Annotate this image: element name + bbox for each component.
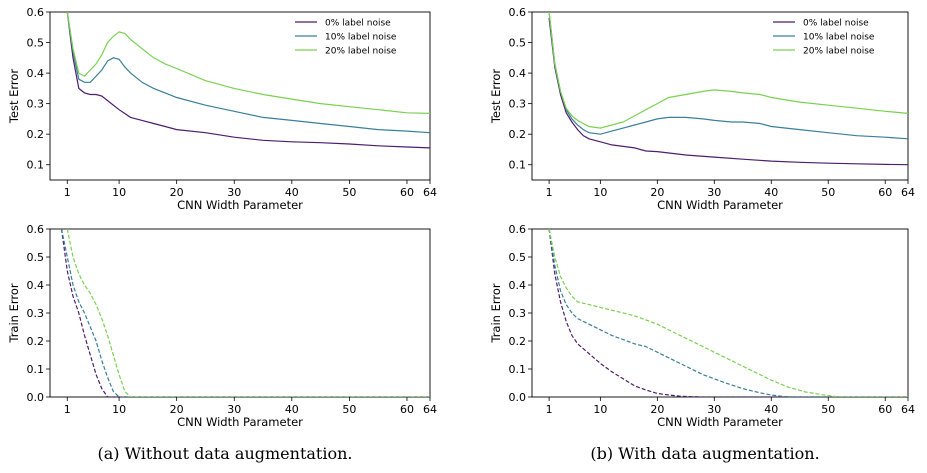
- y-tick-label: 0.4: [509, 67, 527, 80]
- x-tick-label: 20: [170, 186, 184, 199]
- y-axis-label: Train Error: [489, 283, 503, 344]
- x-tick-label: 1: [546, 186, 553, 199]
- y-tick-label: 0.6: [509, 6, 527, 19]
- y-tick-label: 0.1: [509, 159, 527, 172]
- x-tick-label: 10: [112, 403, 126, 416]
- x-tick-label: 1: [64, 186, 71, 199]
- y-tick-label: 0.3: [27, 307, 45, 320]
- series-line-noise-0: [66, 12, 430, 149]
- y-tick-label: 0.4: [509, 279, 527, 292]
- legend-label-noise-20: 20% label noise: [325, 47, 397, 57]
- series-line-noise-20: [66, 12, 430, 114]
- x-tick-label: 50: [342, 186, 356, 199]
- caption-a: (a) Without data augmentation.: [98, 444, 353, 463]
- x-axis-label: CNN Width Parameter: [177, 198, 303, 212]
- x-tick-label: 30: [227, 403, 241, 416]
- x-tick-label: 30: [707, 186, 721, 199]
- x-tick-label: 64: [901, 186, 915, 199]
- y-tick-label: 0.6: [27, 223, 45, 236]
- x-tick-label: 60: [878, 186, 892, 199]
- y-tick-label: 0.5: [27, 37, 45, 50]
- x-tick-label: 20: [650, 186, 664, 199]
- y-tick-label: 0.6: [509, 223, 527, 236]
- y-tick-label: 0.0: [509, 391, 527, 404]
- x-tick-label: 10: [112, 186, 126, 199]
- y-tick-label: 0.0: [27, 391, 45, 404]
- x-tick-label: 10: [593, 186, 607, 199]
- x-tick-label: 30: [707, 403, 721, 416]
- series-line-noise-0: [60, 229, 430, 397]
- x-tick-label: 64: [423, 186, 437, 199]
- x-tick-label: 64: [423, 403, 437, 416]
- plot-frame: [49, 228, 431, 398]
- plot-frame: [531, 11, 909, 181]
- series-line-noise-0: [548, 229, 908, 397]
- x-tick-label: 50: [342, 403, 356, 416]
- x-tick-label: 20: [170, 403, 184, 416]
- legend-label-noise-20: 20% label noise: [803, 47, 875, 57]
- series-line-noise-10: [60, 229, 430, 397]
- y-tick-label: 0.5: [509, 251, 527, 264]
- series-line-noise-20: [66, 229, 430, 397]
- x-tick-label: 64: [901, 403, 915, 416]
- x-tick-label: 60: [400, 186, 414, 199]
- y-tick-label: 0.3: [509, 98, 527, 111]
- plot-frame: [531, 228, 909, 398]
- y-tick-label: 0.4: [27, 67, 45, 80]
- series-line-noise-20: [548, 229, 908, 397]
- legend-label-noise-10: 10% label noise: [325, 33, 397, 43]
- y-tick-label: 0.5: [509, 37, 527, 50]
- x-tick-label: 30: [227, 186, 241, 199]
- legend-label-noise-0: 0% label noise: [325, 19, 391, 29]
- x-tick-label: 50: [821, 186, 835, 199]
- x-tick-label: 1: [546, 403, 553, 416]
- x-tick-label: 1: [64, 403, 71, 416]
- chart-a-test-error: 1 10 20 30 40 50 60 64 0.1 0.2 0.3 0.4 0.5 0.6 CNN Wid…: [7, 6, 437, 212]
- x-tick-label: 40: [764, 186, 778, 199]
- y-tick-label: 0.3: [509, 307, 527, 320]
- x-axis-label: CNN Width Parameter: [657, 198, 783, 212]
- y-tick-label: 0.5: [27, 251, 45, 264]
- x-tick-label: 60: [878, 403, 892, 416]
- series-line-noise-0: [548, 18, 908, 166]
- x-tick-label: 60: [400, 403, 414, 416]
- y-tick-label: 0.2: [509, 128, 527, 141]
- y-axis-label: Train Error: [7, 283, 21, 344]
- y-axis-label: Test Error: [7, 69, 21, 125]
- caption-b: (b) With data augmentation.: [590, 444, 819, 463]
- y-tick-label: 0.2: [27, 128, 45, 141]
- legend-label-noise-0: 0% label noise: [803, 19, 869, 29]
- x-tick-label: 40: [764, 403, 778, 416]
- y-tick-label: 0.2: [509, 335, 527, 348]
- chart-b-test-error: 1 10 20 30 40 50 60 64 0.1 0.2 0.3 0.4 0.5 0.6 CNN Wid…: [489, 6, 915, 212]
- x-tick-label: 50: [821, 403, 835, 416]
- y-tick-label: 0.3: [27, 98, 45, 111]
- x-axis-label: CNN Width Parameter: [177, 415, 303, 429]
- y-tick-label: 0.1: [27, 363, 45, 376]
- y-tick-label: 0.4: [27, 279, 45, 292]
- plot-frame: [49, 11, 431, 181]
- y-tick-label: 0.1: [27, 159, 45, 172]
- chart-b-train-error: 1 10 20 30 40 50 60 64 0.0 0.1 0.2 0.3 0.4 0.5 0.6 CNN …: [489, 223, 915, 429]
- x-tick-label: 20: [650, 403, 664, 416]
- x-axis-label: CNN Width Parameter: [657, 415, 783, 429]
- chart-a-train-error: 1 10 20 30 40 50 60 64 0.0 0.1 0.2 0.3 0.4 0.5 0.6 CNN …: [7, 223, 437, 429]
- series-line-noise-10: [66, 12, 430, 134]
- x-tick-label: 40: [285, 403, 299, 416]
- y-tick-label: 0.2: [27, 335, 45, 348]
- y-tick-label: 0.1: [509, 363, 527, 376]
- series-line-noise-10: [548, 12, 908, 140]
- y-axis-label: Test Error: [489, 69, 503, 125]
- series-line-noise-10: [548, 229, 908, 397]
- series-line-noise-20: [548, 12, 908, 129]
- x-tick-label: 40: [285, 186, 299, 199]
- legend-label-noise-10: 10% label noise: [803, 33, 875, 43]
- x-tick-label: 10: [593, 403, 607, 416]
- y-tick-label: 0.6: [27, 6, 45, 19]
